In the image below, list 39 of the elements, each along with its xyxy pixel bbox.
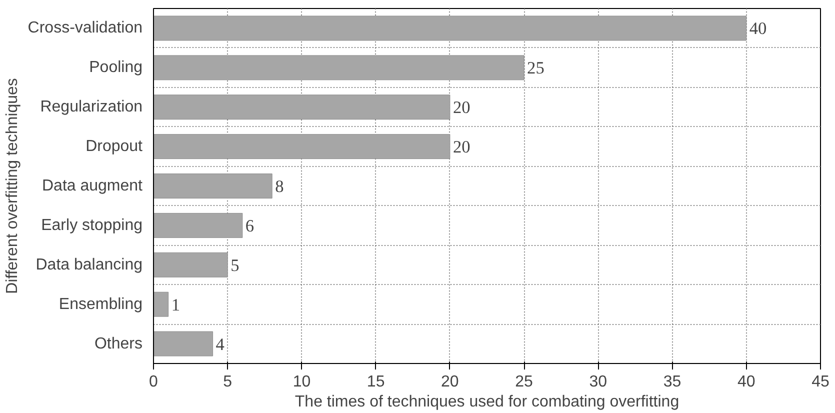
x-tick-label: 5 <box>223 374 232 390</box>
bar <box>154 252 228 278</box>
bar <box>154 134 450 160</box>
y-tick-label: Data balancing <box>36 256 143 274</box>
y-tick-label: Pooling <box>89 59 142 76</box>
bar <box>154 331 214 356</box>
y-tick-label: Data augment <box>42 178 144 194</box>
x-tick-label: 30 <box>589 374 608 390</box>
bar <box>154 94 450 120</box>
x-tick-label: 25 <box>515 374 534 390</box>
data-label: 8 <box>275 177 284 196</box>
data-label: 20 <box>452 138 470 157</box>
y-tick-label: Others <box>94 335 142 352</box>
data-label: 4 <box>216 334 225 354</box>
x-tick-label: 15 <box>366 374 385 390</box>
x-tick-label: 45 <box>812 374 830 390</box>
x-tick-label: 20 <box>441 374 459 390</box>
bar <box>154 212 243 238</box>
data-label: 6 <box>245 216 254 236</box>
y-tick-label: Regularization <box>40 98 142 116</box>
bar <box>154 174 272 198</box>
data-label: 5 <box>230 256 240 275</box>
y-tick-label: Early stopping <box>41 216 142 234</box>
x-tick-label: 0 <box>149 374 158 390</box>
x-tick-label: 35 <box>663 374 682 390</box>
y-axis-title: Different overfitting techniques <box>4 78 21 294</box>
x-tick-label: 40 <box>737 374 756 390</box>
data-label: 20 <box>452 98 470 118</box>
y-tick-label: Ensembling <box>58 296 143 313</box>
bar <box>154 16 747 41</box>
bar <box>154 55 524 80</box>
y-tick-label: Cross-validation <box>28 20 143 37</box>
bar <box>154 292 169 317</box>
data-label: 25 <box>527 58 544 78</box>
data-label: 1 <box>171 295 180 314</box>
y-tick-label: Dropout <box>86 138 144 156</box>
x-axis-title: The times of techniques used for combating overfitting <box>294 394 680 410</box>
data-label: 40 <box>749 19 767 38</box>
x-tick-label: 10 <box>292 374 311 390</box>
